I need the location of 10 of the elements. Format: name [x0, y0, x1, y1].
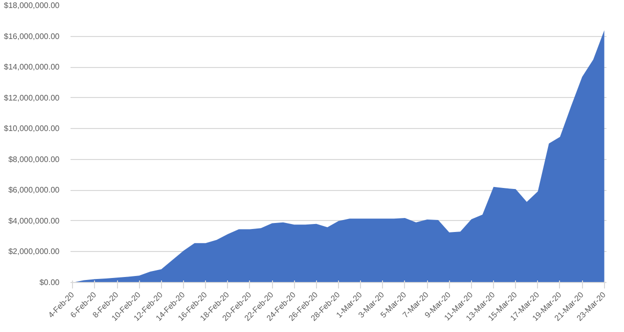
y-tick-label: $2,000,000.00 [8, 247, 60, 256]
y-tick-label: $8,000,000.00 [8, 154, 60, 164]
y-tick-label: $0.00 [39, 278, 60, 287]
y-tick-label: $4,000,000.00 [8, 216, 60, 226]
y-tick-label: $6,000,000.00 [8, 186, 60, 195]
y-tick-label: $18,000,000.00 [4, 1, 60, 10]
y-tick-label: $14,000,000.00 [4, 62, 60, 72]
y-tick-label: $12,000,000.00 [4, 93, 60, 102]
y-tick-label: $16,000,000.00 [4, 32, 60, 41]
y-tick-label: $10,000,000.00 [4, 124, 60, 134]
